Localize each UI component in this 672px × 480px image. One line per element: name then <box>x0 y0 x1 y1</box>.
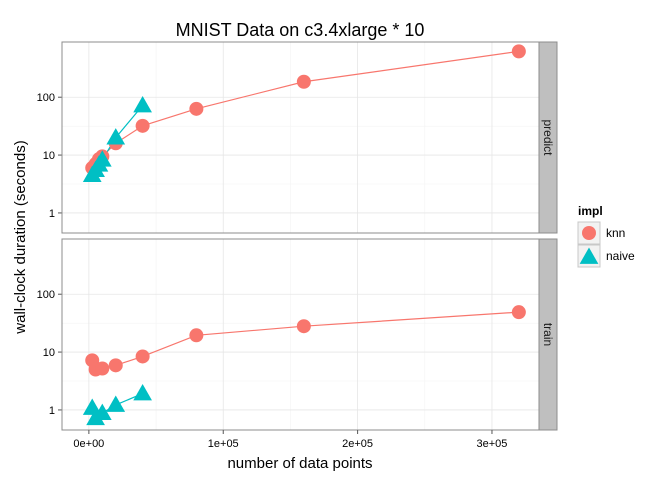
data-point-naive <box>82 398 102 415</box>
data-point-knn <box>511 305 526 320</box>
data-point-naive <box>92 150 112 167</box>
y-tick-label: 1 <box>49 405 55 417</box>
facet-strip <box>538 238 558 431</box>
data-point-knn <box>296 74 311 89</box>
panel-background <box>62 42 539 233</box>
legend-label: naive <box>606 249 635 263</box>
data-point-knn <box>108 358 123 373</box>
y-axis-title: wall-clock duration (seconds) <box>12 140 29 334</box>
x-tick-label: 3e+05 <box>477 438 508 450</box>
data-point-knn <box>189 328 204 343</box>
chart-title: MNIST Data on c3.4xlarge * 10 <box>176 20 425 40</box>
data-point-naive <box>92 403 112 421</box>
facet-strip-label: train <box>541 323 555 346</box>
legend-entry-knn: knn <box>577 221 625 245</box>
x-axis-title: number of data points <box>227 455 372 472</box>
facet-strip <box>538 41 558 234</box>
panel-background <box>62 239 539 430</box>
x-tick-label: 2e+05 <box>342 438 373 450</box>
facet-panel-train: 1 10 100 train <box>37 238 558 431</box>
x-tick-label: 0e+00 <box>73 438 104 450</box>
data-point-naive <box>133 384 152 401</box>
data-point-naive <box>106 395 126 412</box>
legend-marker-naive <box>579 247 599 264</box>
facet-panel-predict: 1 10 100 predict <box>37 41 558 234</box>
y-tick-label: 100 <box>37 92 55 104</box>
data-point-knn <box>511 44 526 59</box>
x-axis: 0e+00 1e+05 2e+05 3e+05 <box>73 430 507 450</box>
legend-title: impl <box>578 204 603 218</box>
data-point-knn <box>135 349 150 364</box>
legend-entry-naive: naive <box>577 244 635 268</box>
data-point-knn <box>189 101 204 116</box>
facet-panels: 1 10 100 predict 1 10 100 train <box>37 41 558 431</box>
legend-label: knn <box>606 226 625 240</box>
y-tick-label: 1 <box>49 208 55 220</box>
data-point-naive <box>106 128 126 145</box>
data-point-knn <box>296 319 311 334</box>
legend-marker-knn <box>582 226 596 240</box>
data-point-knn <box>95 361 110 376</box>
y-tick-label: 100 <box>37 289 55 301</box>
x-tick-label: 1e+05 <box>208 438 239 450</box>
y-tick-label: 10 <box>43 347 55 359</box>
facet-strip-label: predict <box>541 119 555 156</box>
data-point-naive <box>133 95 152 113</box>
y-tick-label: 10 <box>43 150 55 162</box>
data-point-knn <box>135 118 150 133</box>
